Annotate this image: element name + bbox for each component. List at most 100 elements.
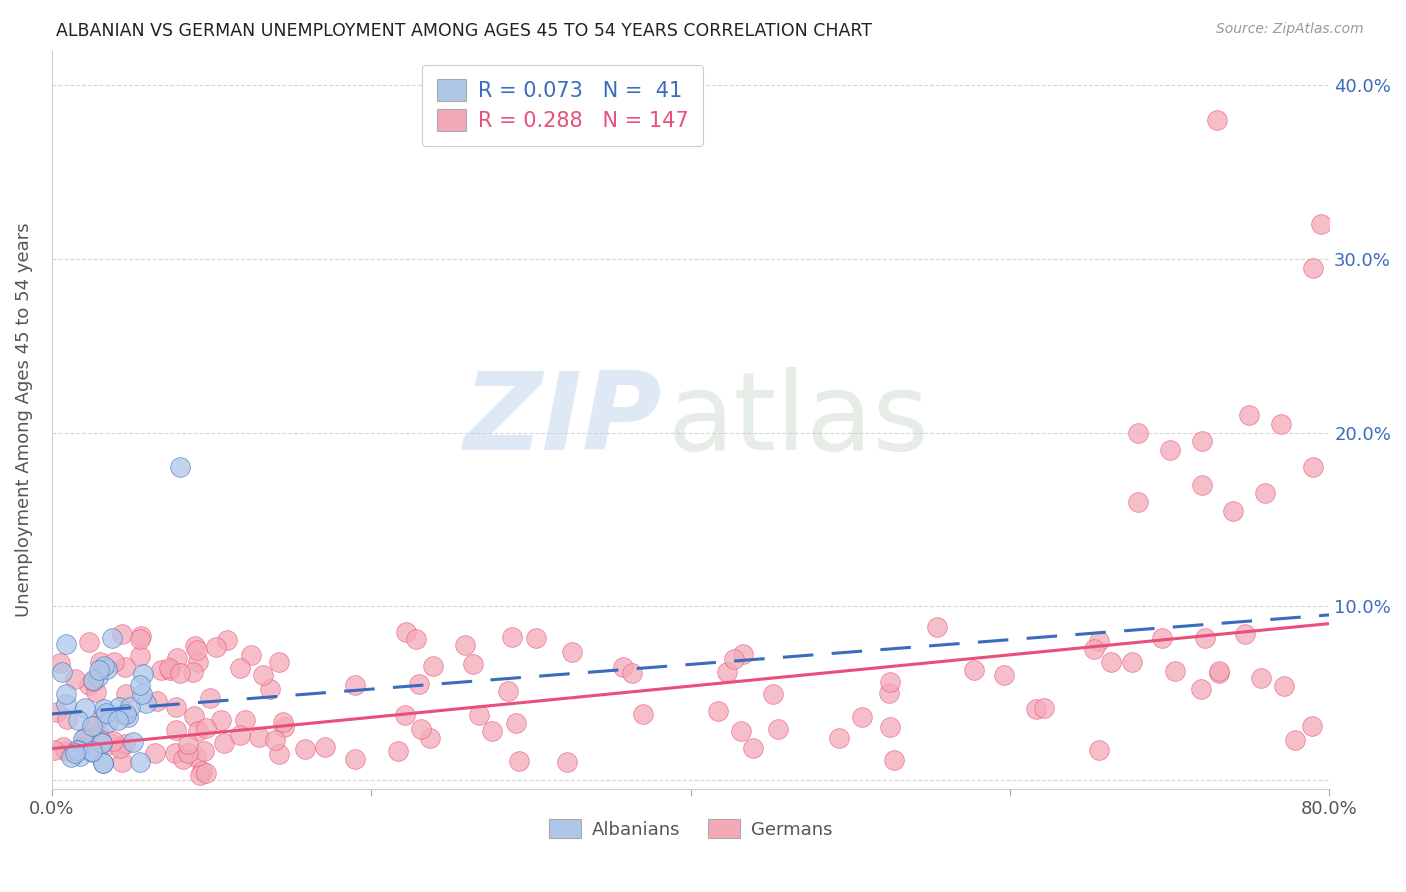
Point bbox=[1159, 442, 1181, 457]
Point bbox=[1270, 417, 1292, 431]
Point bbox=[75, 730, 97, 744]
Point bbox=[73, 701, 96, 715]
Point bbox=[166, 651, 188, 665]
Point bbox=[93, 659, 115, 673]
Point bbox=[169, 460, 191, 475]
Point bbox=[87, 670, 110, 684]
Point bbox=[82, 673, 104, 687]
Point bbox=[112, 707, 135, 722]
Point bbox=[240, 648, 263, 662]
Point bbox=[63, 746, 86, 760]
Y-axis label: Unemployment Among Ages 45 to 54 years: Unemployment Among Ages 45 to 54 years bbox=[15, 222, 32, 617]
Point bbox=[212, 736, 235, 750]
Point bbox=[63, 673, 86, 687]
Point bbox=[733, 647, 755, 661]
Point bbox=[1208, 664, 1230, 678]
Point bbox=[267, 747, 290, 762]
Point bbox=[131, 687, 153, 701]
Point bbox=[143, 746, 166, 760]
Point bbox=[481, 724, 503, 739]
Point bbox=[1087, 742, 1109, 756]
Point bbox=[1284, 733, 1306, 747]
Point bbox=[177, 746, 200, 760]
Point bbox=[1121, 655, 1143, 669]
Point bbox=[269, 655, 291, 669]
Point bbox=[89, 663, 111, 677]
Point bbox=[467, 708, 489, 723]
Point bbox=[103, 734, 125, 748]
Point bbox=[555, 755, 578, 769]
Point bbox=[454, 638, 477, 652]
Point bbox=[252, 667, 274, 681]
Point bbox=[66, 743, 89, 757]
Point bbox=[1164, 664, 1187, 678]
Point bbox=[1206, 113, 1229, 128]
Point bbox=[84, 685, 107, 699]
Point bbox=[114, 660, 136, 674]
Point bbox=[101, 631, 124, 645]
Point bbox=[150, 664, 173, 678]
Point bbox=[91, 736, 114, 750]
Point bbox=[96, 662, 118, 676]
Point bbox=[84, 741, 107, 756]
Point bbox=[169, 665, 191, 680]
Point bbox=[394, 625, 416, 640]
Point bbox=[419, 731, 441, 746]
Point bbox=[1194, 631, 1216, 645]
Point bbox=[89, 655, 111, 669]
Point bbox=[165, 723, 187, 737]
Point bbox=[1222, 504, 1244, 518]
Point bbox=[193, 744, 215, 758]
Point bbox=[294, 742, 316, 756]
Point bbox=[394, 708, 416, 723]
Point bbox=[172, 752, 194, 766]
Point bbox=[1302, 260, 1324, 275]
Point bbox=[271, 714, 294, 729]
Point bbox=[115, 688, 138, 702]
Point bbox=[56, 713, 79, 727]
Point bbox=[1254, 486, 1277, 500]
Point bbox=[1191, 477, 1213, 491]
Point bbox=[60, 750, 83, 764]
Point bbox=[343, 752, 366, 766]
Point bbox=[122, 734, 145, 748]
Point bbox=[181, 665, 204, 680]
Point bbox=[1126, 495, 1149, 509]
Point bbox=[110, 627, 132, 641]
Point bbox=[146, 694, 169, 708]
Point bbox=[70, 739, 93, 754]
Point bbox=[314, 739, 336, 754]
Point bbox=[1310, 217, 1333, 231]
Point bbox=[55, 637, 77, 651]
Point bbox=[1088, 633, 1111, 648]
Point bbox=[1250, 671, 1272, 685]
Point bbox=[1234, 627, 1257, 641]
Point bbox=[461, 657, 484, 671]
Point bbox=[55, 697, 77, 711]
Point bbox=[80, 744, 103, 758]
Point bbox=[131, 629, 153, 643]
Point bbox=[879, 675, 901, 690]
Point bbox=[408, 676, 430, 690]
Point bbox=[176, 737, 198, 751]
Legend: Albanians, Germans: Albanians, Germans bbox=[541, 812, 839, 846]
Point bbox=[1025, 702, 1047, 716]
Point bbox=[49, 657, 72, 671]
Point bbox=[716, 665, 738, 679]
Point bbox=[505, 716, 527, 731]
Point bbox=[1191, 434, 1213, 449]
Point bbox=[259, 682, 281, 697]
Point bbox=[87, 727, 110, 741]
Point bbox=[387, 744, 409, 758]
Point bbox=[128, 756, 150, 770]
Point bbox=[128, 649, 150, 664]
Point bbox=[90, 735, 112, 749]
Point bbox=[229, 728, 252, 742]
Point bbox=[90, 736, 112, 750]
Point bbox=[200, 691, 222, 706]
Point bbox=[129, 632, 152, 647]
Point bbox=[100, 737, 122, 751]
Point bbox=[93, 702, 115, 716]
Point bbox=[77, 635, 100, 649]
Point bbox=[117, 709, 139, 723]
